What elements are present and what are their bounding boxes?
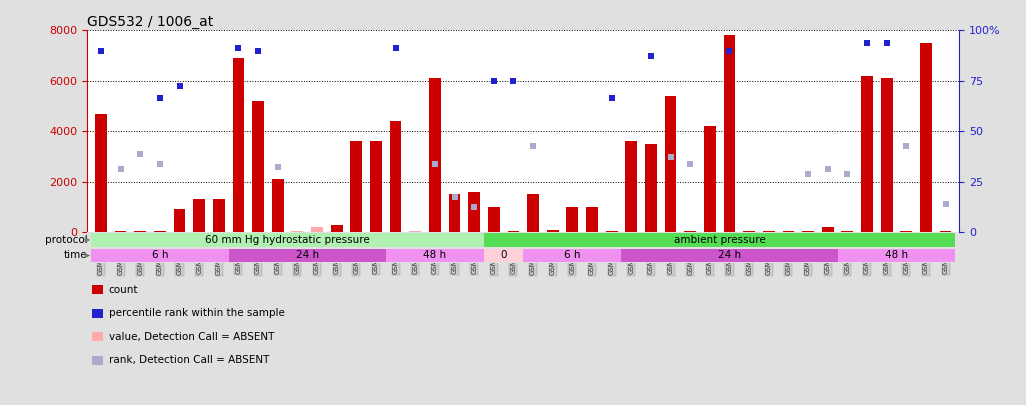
Text: value, Detection Call = ABSENT: value, Detection Call = ABSENT — [109, 332, 274, 341]
Bar — [154, 231, 166, 232]
Bar — [484, 249, 523, 262]
Bar — [547, 230, 558, 232]
Text: 6 h: 6 h — [152, 250, 168, 260]
Bar — [229, 249, 386, 262]
Bar — [448, 194, 461, 232]
Bar — [645, 144, 657, 232]
Bar — [704, 126, 716, 232]
Bar — [940, 231, 951, 232]
Point — [113, 166, 129, 173]
Text: 24 h: 24 h — [718, 250, 741, 260]
Bar — [684, 231, 696, 232]
Point — [898, 143, 914, 150]
Bar — [822, 227, 833, 232]
Bar — [861, 76, 873, 232]
Point — [132, 151, 149, 157]
Bar — [409, 231, 421, 232]
Bar — [743, 231, 755, 232]
Bar — [115, 231, 126, 232]
Bar — [841, 231, 854, 232]
Text: count: count — [109, 285, 139, 294]
Text: 0: 0 — [501, 250, 507, 260]
Bar — [233, 58, 244, 232]
Text: time: time — [64, 250, 87, 260]
Bar — [605, 231, 618, 232]
Bar — [586, 207, 598, 232]
Bar — [880, 78, 893, 232]
Bar — [330, 225, 343, 232]
Bar — [91, 233, 484, 247]
Bar — [311, 227, 323, 232]
Point — [388, 45, 404, 51]
Bar — [370, 141, 382, 232]
Bar — [665, 96, 676, 232]
Bar — [429, 78, 441, 232]
Point — [152, 95, 168, 102]
Point — [800, 171, 817, 177]
Bar — [508, 231, 519, 232]
Bar — [272, 179, 283, 232]
Bar — [622, 249, 837, 262]
Point — [682, 161, 699, 167]
Point — [505, 78, 521, 84]
Point — [839, 171, 856, 177]
Point — [230, 45, 246, 51]
Text: protocol: protocol — [45, 235, 87, 245]
Point — [938, 201, 954, 208]
Bar — [723, 35, 736, 232]
Point — [603, 95, 620, 102]
Bar — [213, 199, 225, 232]
Bar — [837, 249, 955, 262]
Point — [427, 161, 443, 167]
Bar — [134, 231, 146, 232]
Bar — [173, 209, 186, 232]
Point — [859, 40, 875, 46]
Point — [820, 166, 836, 173]
Bar — [763, 231, 775, 232]
Text: 60 mm Hg hydrostatic pressure: 60 mm Hg hydrostatic pressure — [205, 235, 370, 245]
Point — [171, 83, 188, 89]
Text: 48 h: 48 h — [424, 250, 446, 260]
Bar — [527, 194, 539, 232]
Bar — [523, 249, 622, 262]
Bar — [252, 101, 264, 232]
Bar — [566, 207, 579, 232]
Bar — [488, 207, 500, 232]
Bar — [390, 121, 401, 232]
Point — [446, 194, 463, 200]
Bar — [920, 43, 932, 232]
Point — [92, 47, 109, 54]
Text: percentile rank within the sample: percentile rank within the sample — [109, 308, 284, 318]
Point — [663, 153, 679, 160]
Point — [525, 143, 542, 150]
Bar — [802, 231, 814, 232]
Bar — [291, 231, 304, 232]
Text: ambient pressure: ambient pressure — [674, 235, 765, 245]
Bar — [351, 141, 362, 232]
Text: 24 h: 24 h — [295, 250, 319, 260]
Bar — [386, 249, 484, 262]
Point — [270, 163, 286, 170]
Text: rank, Detection Call = ABSENT: rank, Detection Call = ABSENT — [109, 355, 269, 365]
Point — [250, 47, 267, 54]
Bar — [91, 249, 229, 262]
Bar — [783, 231, 794, 232]
Point — [485, 78, 502, 84]
Text: 48 h: 48 h — [884, 250, 908, 260]
Bar — [468, 192, 480, 232]
Point — [152, 161, 168, 167]
Bar — [626, 141, 637, 232]
Point — [721, 47, 738, 54]
Point — [878, 40, 895, 46]
Bar — [901, 231, 912, 232]
Text: GDS532 / 1006_at: GDS532 / 1006_at — [87, 15, 213, 29]
Point — [466, 204, 482, 210]
Point — [642, 52, 659, 59]
Bar — [193, 199, 205, 232]
Bar — [484, 233, 955, 247]
Bar — [95, 114, 107, 232]
Text: 6 h: 6 h — [564, 250, 581, 260]
